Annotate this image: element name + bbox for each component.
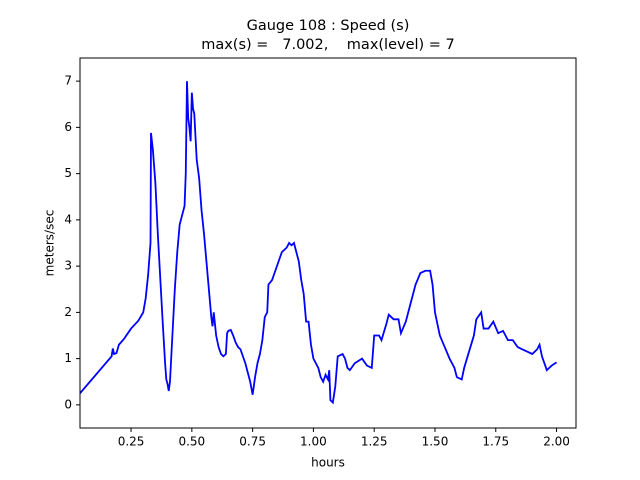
x-tick-label: 1.50	[422, 435, 449, 449]
x-axis-label: hours	[311, 456, 345, 470]
x-tick-label: 1.00	[300, 435, 327, 449]
x-tick-label: 1.75	[482, 435, 509, 449]
y-tick-label: 5	[64, 166, 72, 180]
y-axis-label: meters/sec	[43, 210, 57, 277]
x-tick-label: 0.25	[118, 435, 145, 449]
x-tick-label: 2.00	[543, 435, 570, 449]
x-tick-label: 0.50	[178, 435, 205, 449]
y-tick-label: 3	[64, 259, 72, 273]
x-tick-label: 0.75	[239, 435, 266, 449]
y-tick-label: 7	[64, 74, 72, 88]
chart-title: Gauge 108 : Speed (s)	[247, 18, 410, 34]
chart-subtitle: max(s) = 7.002, max(level) = 7	[201, 37, 455, 53]
x-tick-label: 1.25	[361, 435, 388, 449]
y-tick-label: 6	[64, 120, 72, 134]
y-tick-label: 1	[64, 351, 72, 365]
y-tick-label: 4	[64, 212, 72, 226]
plot-frame	[79, 57, 577, 429]
data-line	[80, 81, 558, 405]
y-tick-label: 0	[64, 397, 72, 411]
y-tick-label: 2	[64, 305, 72, 319]
